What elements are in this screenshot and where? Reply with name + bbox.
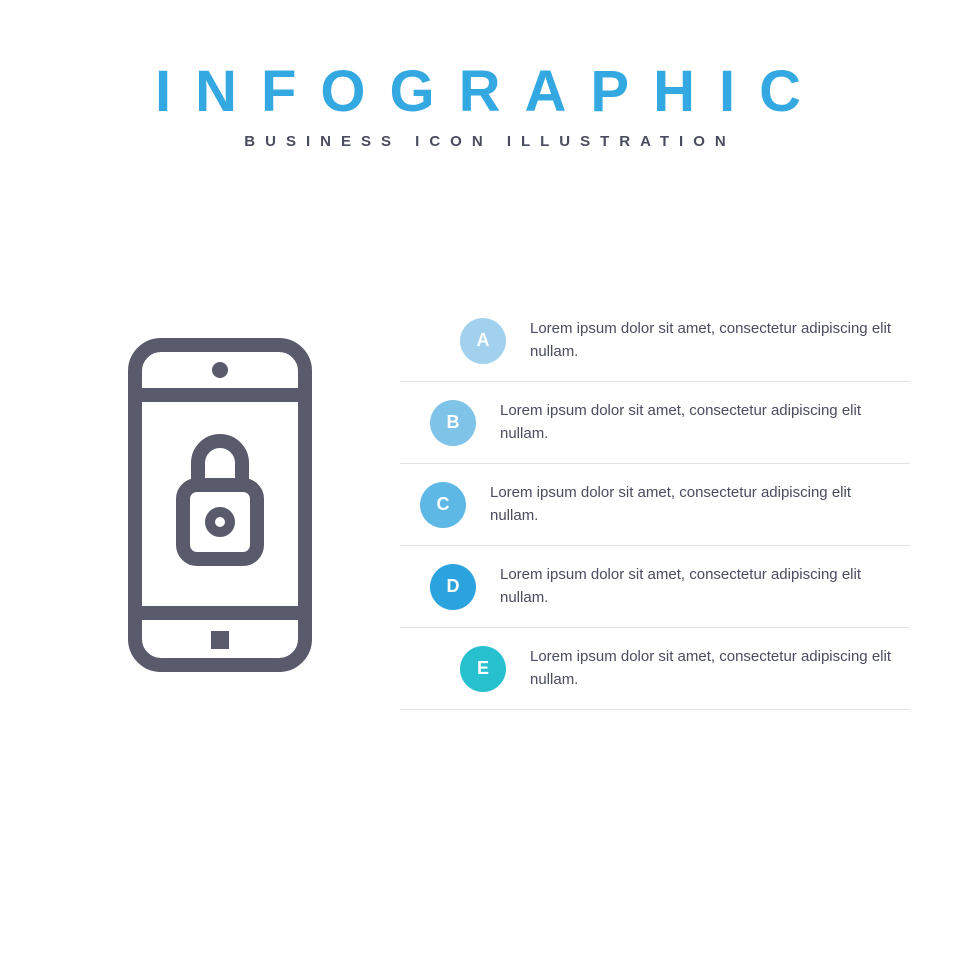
step-item: D Lorem ipsum dolor sit amet, consectetur… (400, 546, 910, 628)
mobile-lock-icon (125, 335, 315, 675)
icon-panel (0, 300, 400, 710)
step-item: E Lorem ipsum dolor sit amet, consectetur… (400, 628, 910, 710)
page-subtitle: BUSINESS ICON ILLUSTRATION (0, 133, 980, 150)
page-title: INFOGRAPHIC (0, 58, 980, 125)
step-item: B Lorem ipsum dolor sit amet, consectetur… (400, 382, 910, 464)
step-text: Lorem ipsum dolor sit amet, consectetur … (500, 400, 910, 445)
step-text: Lorem ipsum dolor sit amet, consectetur … (490, 482, 910, 527)
step-text: Lorem ipsum dolor sit amet, consectetur … (530, 646, 910, 691)
steps-panel: A Lorem ipsum dolor sit amet, consectetur… (400, 300, 980, 710)
step-badge-b: B (430, 400, 476, 446)
steps-list: A Lorem ipsum dolor sit amet, consectetur… (400, 300, 910, 710)
step-badge-e: E (460, 646, 506, 692)
step-badge-d: D (430, 564, 476, 610)
step-text: Lorem ipsum dolor sit amet, consectetur … (500, 564, 910, 609)
content: A Lorem ipsum dolor sit amet, consectetur… (0, 300, 980, 710)
step-item: A Lorem ipsum dolor sit amet, consectetur… (400, 300, 910, 382)
step-item: C Lorem ipsum dolor sit amet, consectetur… (400, 464, 910, 546)
header: INFOGRAPHIC BUSINESS ICON ILLUSTRATION (0, 0, 980, 150)
step-text: Lorem ipsum dolor sit amet, consectetur … (530, 318, 910, 363)
step-badge-a: A (460, 318, 506, 364)
step-badge-c: C (420, 482, 466, 528)
